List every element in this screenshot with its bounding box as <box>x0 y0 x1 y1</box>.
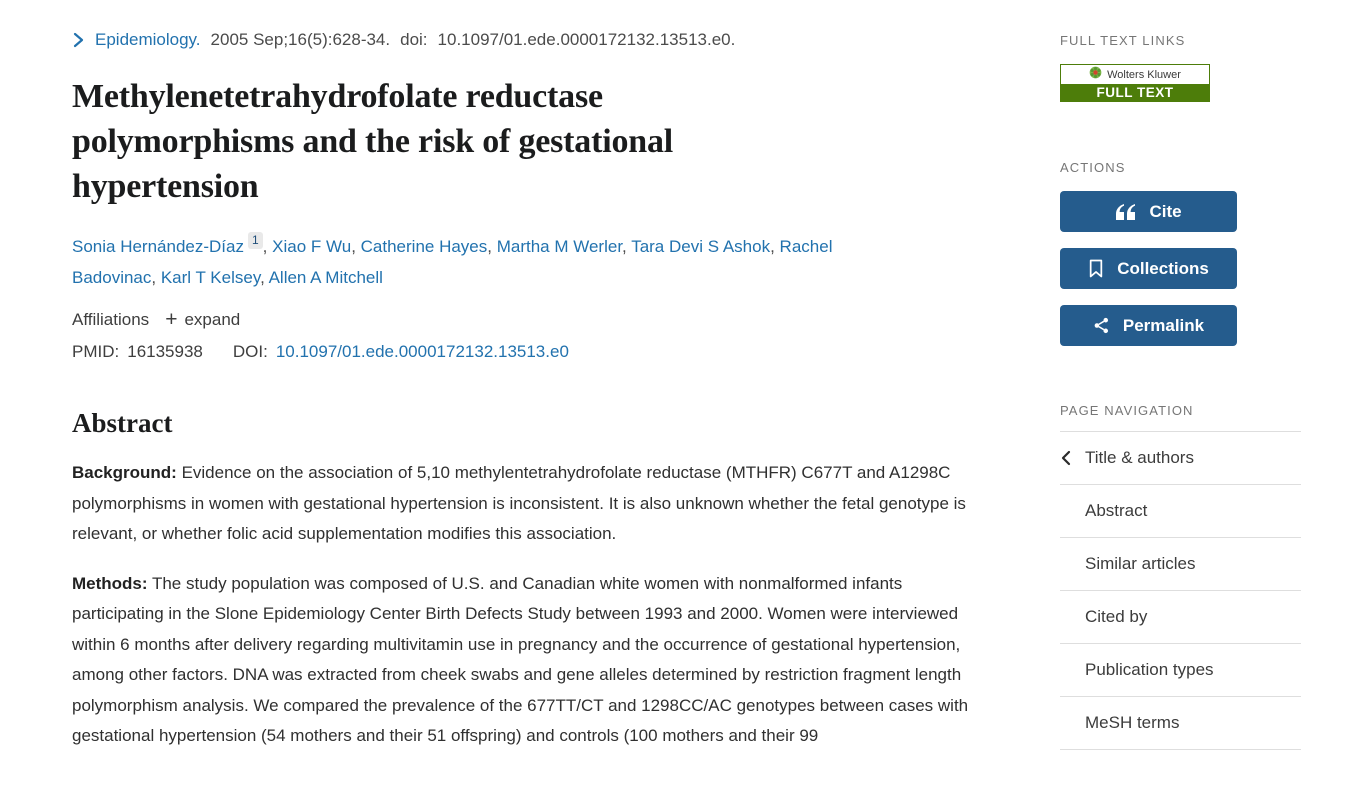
section-text: Evidence on the association of 5,10 meth… <box>72 463 966 543</box>
author: Rachel Badovinac, <box>72 237 833 287</box>
nav-item-mesh-terms[interactable]: MeSH terms <box>1060 697 1301 750</box>
full-text-links-heading: FULL TEXT LINKS <box>1060 33 1186 48</box>
full-text-badge: FULL TEXT <box>1061 84 1209 101</box>
plus-icon: + <box>165 308 178 331</box>
author-link[interactable]: Rachel Badovinac <box>72 237 833 287</box>
author: Allen A Mitchell <box>269 268 383 287</box>
section-label: Background: <box>72 463 177 482</box>
sidebar: FULL TEXT LINKS Wolters Kluwer FULL TEXT… <box>1060 33 1301 750</box>
author-link[interactable]: Karl T Kelsey <box>160 268 261 287</box>
page-title: Methylenetetrahydrofolate reductase poly… <box>72 78 674 205</box>
identifiers-row: PMID: 16135938 DOI: 10.1097/01.ede.00001… <box>72 342 972 362</box>
doi-group: DOI: 10.1097/01.ede.0000172132.13513.e0 <box>233 342 569 362</box>
page-navigation-section: PAGE NAVIGATION Title & authors Abstract… <box>1060 403 1301 750</box>
section-text: The study population was composed of U.S… <box>72 573 969 746</box>
nav-item-label: Publication types <box>1085 660 1214 679</box>
author-link[interactable]: Catherine Hayes <box>360 237 488 256</box>
affiliations-label: Affiliations <box>72 310 150 329</box>
doi-link[interactable]: 10.1097/01.ede.0000172132.13513.e0 <box>275 342 569 361</box>
article-main: Epidemiology. 2005 Sep;16(5):628-34. doi… <box>72 30 972 752</box>
collections-button[interactable]: Collections <box>1060 248 1237 289</box>
chevron-left-icon <box>1060 450 1071 466</box>
author: Catherine Hayes, <box>360 237 497 256</box>
pmid-group: PMID: 16135938 <box>72 342 203 362</box>
actions-section: ACTIONS Cite Collections <box>1060 160 1301 346</box>
expand-affiliations-button[interactable]: + expand <box>165 308 241 331</box>
abstract-heading: Abstract <box>72 408 173 438</box>
author-link[interactable]: Sonia Hernández-Díaz <box>72 237 244 256</box>
bookmark-icon <box>1088 259 1104 278</box>
nav-item-similar-articles[interactable]: Similar articles <box>1060 538 1301 591</box>
cite-label: Cite <box>1149 201 1182 221</box>
provider-row: Wolters Kluwer <box>1061 65 1209 84</box>
expand-label: expand <box>184 310 241 329</box>
nav-item-label: Similar articles <box>1085 554 1196 573</box>
author-link[interactable]: Xiao F Wu <box>272 237 352 256</box>
doi-label: DOI: <box>232 342 268 361</box>
share-icon <box>1093 317 1110 334</box>
author: Xiao F Wu, <box>272 237 361 256</box>
actions-heading: ACTIONS <box>1060 160 1126 175</box>
pmid-value: 16135938 <box>127 342 203 361</box>
wolters-kluwer-logo-icon <box>1089 66 1102 84</box>
provider-name: Wolters Kluwer <box>1107 68 1181 81</box>
page-navigation-list: Title & authors Abstract Similar article… <box>1060 431 1301 750</box>
author-link[interactable]: Tara Devi S Ashok <box>631 237 771 256</box>
pmid-label: PMID: <box>72 342 120 361</box>
chevron-right-icon[interactable] <box>72 32 85 48</box>
nav-item-label: Abstract <box>1085 501 1148 520</box>
affiliation-superscript[interactable]: 1 <box>247 232 263 249</box>
author: Martha M Werler, <box>496 237 632 256</box>
author: Sonia Hernández-Díaz 1, <box>72 232 273 256</box>
citation-details: 2005 Sep;16(5):628-34. <box>210 30 391 49</box>
nav-item-label: MeSH terms <box>1085 713 1180 732</box>
quote-icon <box>1115 203 1136 220</box>
citation-banner: Epidemiology. 2005 Sep;16(5):628-34. doi… <box>72 30 972 50</box>
page-navigation-heading: PAGE NAVIGATION <box>1060 403 1194 418</box>
citation-doi: 10.1097/01.ede.0000172132.13513.e0. <box>437 30 736 49</box>
nav-item-title-authors[interactable]: Title & authors <box>1060 432 1301 485</box>
citation-doi-prefix: doi: <box>400 30 428 49</box>
section-label: Methods: <box>72 573 148 593</box>
collections-label: Collections <box>1117 258 1209 278</box>
nav-item-cited-by[interactable]: Cited by <box>1060 591 1301 644</box>
affiliations-row: Affiliations + expand <box>72 308 972 331</box>
author-link[interactable]: Allen A Mitchell <box>268 268 383 287</box>
abstract-background-paragraph: Background: Evidence on the association … <box>72 458 972 550</box>
nav-item-label: Cited by <box>1085 607 1148 626</box>
journal-link[interactable]: Epidemiology. <box>95 30 201 49</box>
nav-item-label: Title & authors <box>1085 448 1194 467</box>
author: Tara Devi S Ashok, <box>631 237 780 256</box>
full-text-provider-button[interactable]: Wolters Kluwer FULL TEXT <box>1060 64 1210 102</box>
author: Karl T Kelsey, <box>160 268 269 287</box>
authors-list: Sonia Hernández-Díaz 1, Xiao F Wu, Cather… <box>72 231 904 293</box>
nav-item-abstract[interactable]: Abstract <box>1060 485 1301 538</box>
nav-item-publication-types[interactable]: Publication types <box>1060 644 1301 697</box>
permalink-button[interactable]: Permalink <box>1060 305 1237 346</box>
abstract-methods-paragraph: Methods: The study population was compos… <box>72 569 972 752</box>
cite-button[interactable]: Cite <box>1060 191 1237 232</box>
author-link[interactable]: Martha M Werler <box>496 237 623 256</box>
permalink-label: Permalink <box>1122 315 1205 335</box>
